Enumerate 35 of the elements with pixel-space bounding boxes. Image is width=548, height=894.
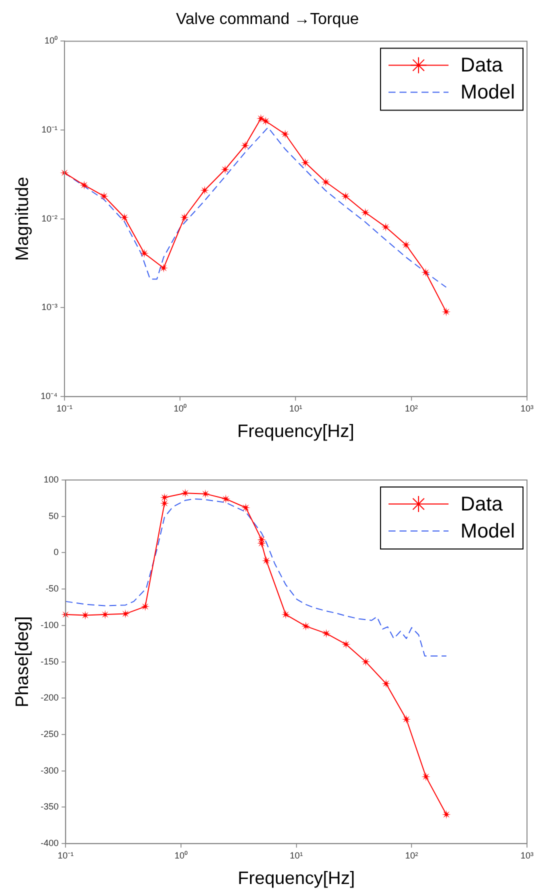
x-tick-label: 10⁰ — [174, 403, 187, 414]
x-axis-title: Frequency[Hz] — [238, 868, 355, 888]
y-tick-label: 50 — [48, 510, 59, 521]
y-tick-label: -400 — [40, 838, 59, 848]
x-tick-label: 10² — [404, 403, 418, 414]
x-tick-label: 10⁻¹ — [58, 850, 74, 860]
y-tick-label: -50 — [46, 584, 59, 594]
y-tick-label: -100 — [40, 620, 59, 630]
x-tick-label: 10³ — [520, 403, 534, 414]
y-axis-title: Phase[deg] — [12, 616, 32, 708]
y-tick-label: 10⁻² — [41, 213, 58, 224]
y-tick-label: 100 — [44, 474, 59, 484]
y-axis-title: Magnitude — [12, 176, 32, 261]
x-axis-title: Frequency[Hz] — [237, 421, 354, 442]
x-tick-label: 10¹ — [289, 403, 302, 414]
chart-title: Valve command →Torque — [176, 11, 360, 28]
legend-label: Data — [460, 494, 504, 516]
legend-label: Model — [460, 520, 516, 543]
y-tick-label: -350 — [40, 802, 59, 812]
x-tick-label: 10³ — [520, 850, 534, 860]
x-tick-label: 10⁻¹ — [56, 403, 72, 414]
y-tick-label: 10⁻⁴ — [40, 391, 58, 402]
legend-label: Data — [460, 54, 504, 77]
legend-label: Model — [460, 82, 516, 104]
y-tick-label: 10⁻¹ — [41, 124, 58, 135]
x-tick-label: 10¹ — [290, 850, 303, 860]
y-tick-label: 10⁰ — [44, 36, 58, 46]
y-tick-label: -200 — [40, 692, 59, 703]
y-tick-label: 10⁻³ — [41, 302, 58, 312]
x-tick-label: 10² — [405, 850, 418, 860]
y-tick-label: 0 — [54, 547, 59, 558]
y-tick-label: -250 — [40, 729, 59, 740]
y-tick-label: -300 — [40, 765, 59, 776]
x-tick-label: 10⁰ — [174, 850, 188, 860]
y-tick-label: -150 — [40, 656, 59, 666]
